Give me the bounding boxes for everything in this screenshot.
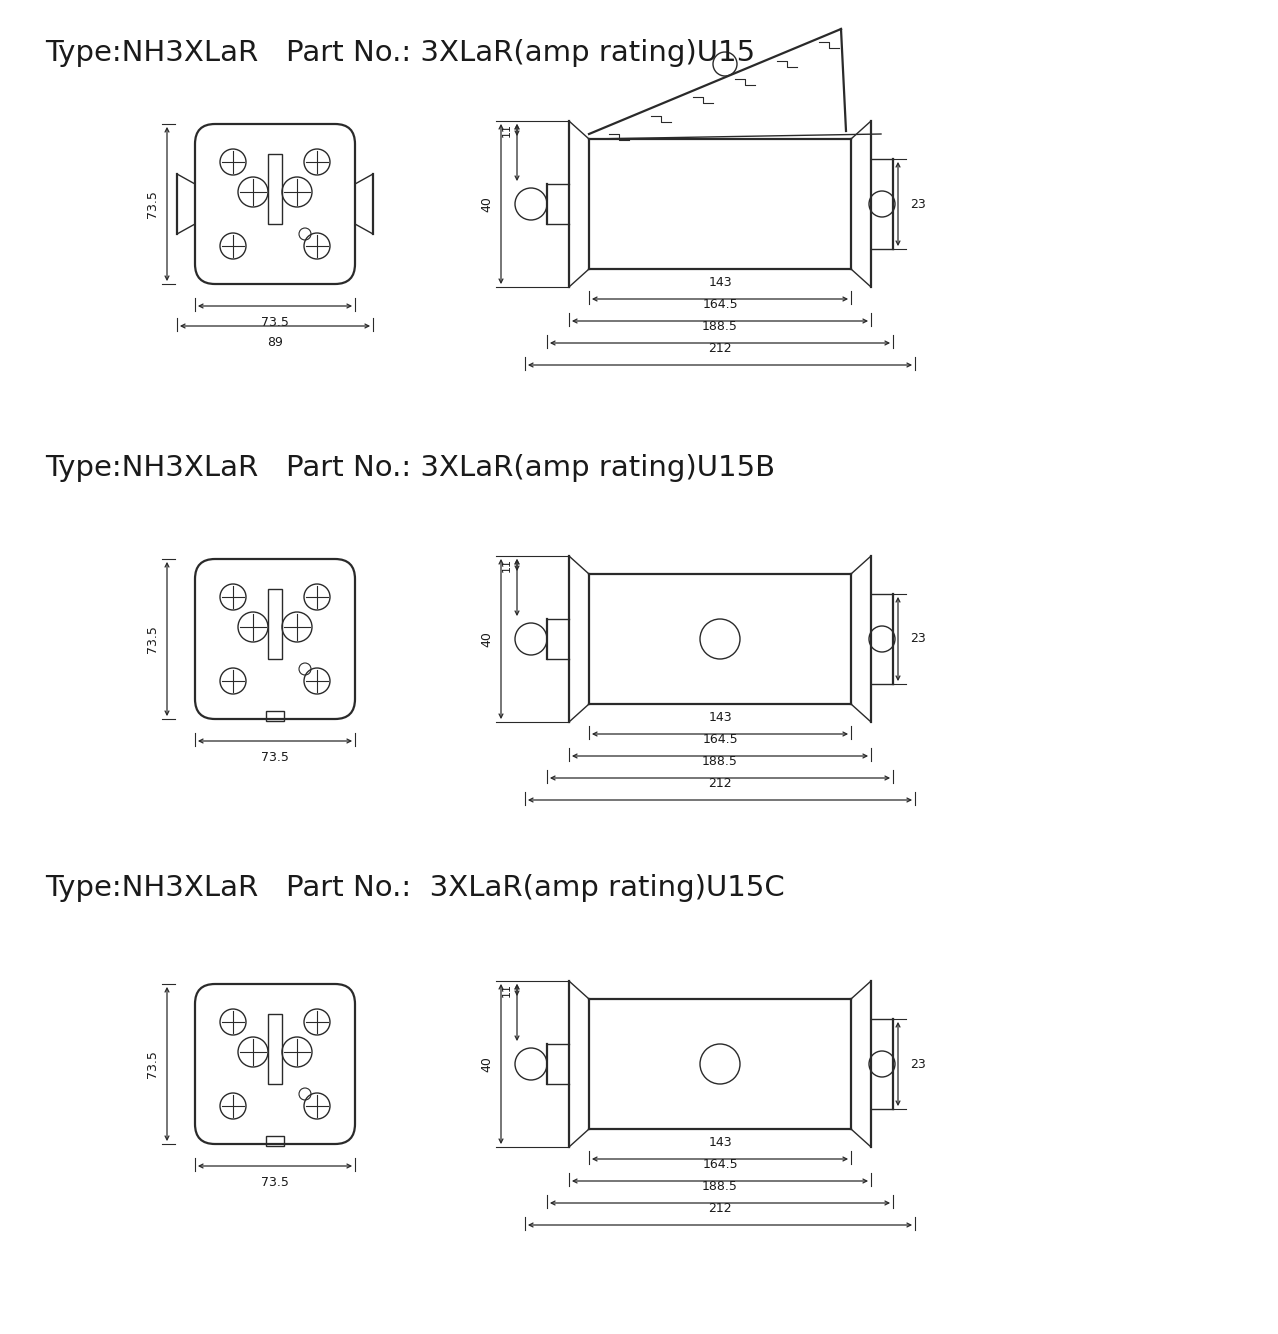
Text: 40: 40 [481, 196, 493, 212]
Text: 164.5: 164.5 [702, 1158, 737, 1171]
Bar [268, 153, 282, 224]
Text: 40: 40 [481, 1057, 493, 1073]
Text: 23: 23 [910, 632, 925, 646]
Text: 188.5: 188.5 [702, 320, 737, 334]
Text: 73.5: 73.5 [261, 316, 289, 329]
Text: 212: 212 [708, 776, 732, 790]
Text: 143: 143 [708, 276, 732, 289]
Text: 188.5: 188.5 [702, 755, 737, 768]
Text: 23: 23 [910, 1058, 925, 1070]
Text: 73.5: 73.5 [146, 626, 158, 652]
Text: 73.5: 73.5 [146, 189, 158, 217]
Text: 23: 23 [910, 197, 925, 211]
Text: 40: 40 [481, 631, 493, 647]
Bar [266, 1137, 284, 1146]
Text: 73.5: 73.5 [261, 751, 289, 764]
Text: 89: 89 [267, 336, 282, 350]
Text: 212: 212 [708, 1202, 732, 1215]
Text: 164.5: 164.5 [702, 732, 737, 746]
Text: 188.5: 188.5 [702, 1181, 737, 1193]
Text: 73.5: 73.5 [146, 1050, 158, 1078]
Text: 212: 212 [708, 342, 732, 355]
Text: 143: 143 [708, 711, 732, 724]
Text: Type:NH3XLaR   Part No.: 3XLaR(amp rating)U15: Type:NH3XLaR Part No.: 3XLaR(amp rating)… [45, 39, 755, 67]
Text: 11: 11 [502, 983, 512, 996]
Text: 11: 11 [502, 558, 512, 572]
Text: Type:NH3XLaR   Part No.:  3XLaR(amp rating)U15C: Type:NH3XLaR Part No.: 3XLaR(amp rating)… [45, 874, 785, 902]
Text: 11: 11 [502, 123, 512, 137]
Bar [266, 711, 284, 720]
Text: 143: 143 [708, 1137, 732, 1149]
Bar [268, 590, 282, 659]
Bar [268, 1014, 282, 1085]
Text: Type:NH3XLaR   Part No.: 3XLaR(amp rating)U15B: Type:NH3XLaR Part No.: 3XLaR(amp rating)… [45, 454, 776, 482]
Text: 73.5: 73.5 [261, 1177, 289, 1189]
Text: 164.5: 164.5 [702, 297, 737, 311]
